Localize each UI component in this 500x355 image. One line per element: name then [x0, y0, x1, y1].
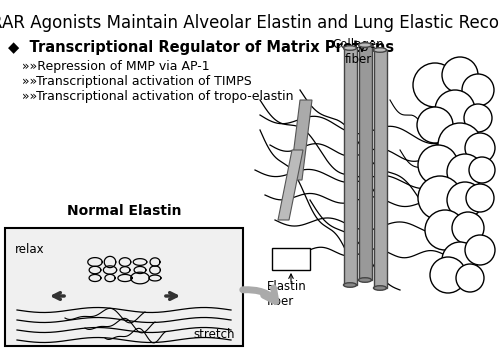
Text: »»Transcriptional activation of TIMPS: »»Transcriptional activation of TIMPS — [22, 75, 252, 88]
Circle shape — [456, 264, 484, 292]
Circle shape — [435, 90, 475, 130]
Ellipse shape — [358, 278, 372, 282]
Circle shape — [442, 57, 478, 93]
Circle shape — [418, 176, 462, 220]
Circle shape — [452, 212, 484, 244]
Circle shape — [465, 235, 495, 265]
Circle shape — [447, 182, 483, 218]
Circle shape — [442, 242, 478, 278]
Ellipse shape — [374, 48, 386, 52]
Circle shape — [465, 133, 495, 163]
Polygon shape — [278, 150, 303, 220]
Circle shape — [464, 104, 492, 132]
Text: Collagen
fiber: Collagen fiber — [332, 38, 384, 66]
Text: Elastin
fiber: Elastin fiber — [267, 280, 307, 308]
Text: ◆  Transcriptional Regulator of Matrix Proteins: ◆ Transcriptional Regulator of Matrix Pr… — [8, 40, 394, 55]
Bar — [344, 48, 356, 285]
Text: relax: relax — [15, 243, 44, 256]
Text: stretch: stretch — [194, 328, 235, 341]
Circle shape — [413, 63, 457, 107]
Circle shape — [417, 107, 453, 143]
Ellipse shape — [358, 43, 372, 47]
Circle shape — [430, 257, 466, 293]
Circle shape — [469, 157, 495, 183]
Bar — [272, 248, 310, 270]
Text: »»Repression of MMP via AP-1: »»Repression of MMP via AP-1 — [22, 60, 210, 73]
Circle shape — [418, 145, 458, 185]
Ellipse shape — [344, 283, 356, 287]
Circle shape — [425, 210, 465, 250]
Circle shape — [466, 184, 494, 212]
Bar — [374, 50, 386, 288]
Bar — [358, 45, 372, 280]
FancyArrowPatch shape — [243, 288, 276, 301]
Text: Normal Elastin: Normal Elastin — [67, 204, 181, 218]
Text: RAR Agonists Maintain Alveolar Elastin and Lung Elastic Recoil: RAR Agonists Maintain Alveolar Elastin a… — [0, 14, 500, 32]
Bar — [5, 228, 243, 346]
Polygon shape — [290, 100, 312, 180]
Circle shape — [462, 74, 494, 106]
Text: »»Transcriptional activation of tropo-elastin: »»Transcriptional activation of tropo-el… — [22, 90, 293, 103]
Circle shape — [447, 154, 483, 190]
Ellipse shape — [374, 286, 386, 290]
Ellipse shape — [344, 46, 356, 50]
Circle shape — [438, 123, 482, 167]
